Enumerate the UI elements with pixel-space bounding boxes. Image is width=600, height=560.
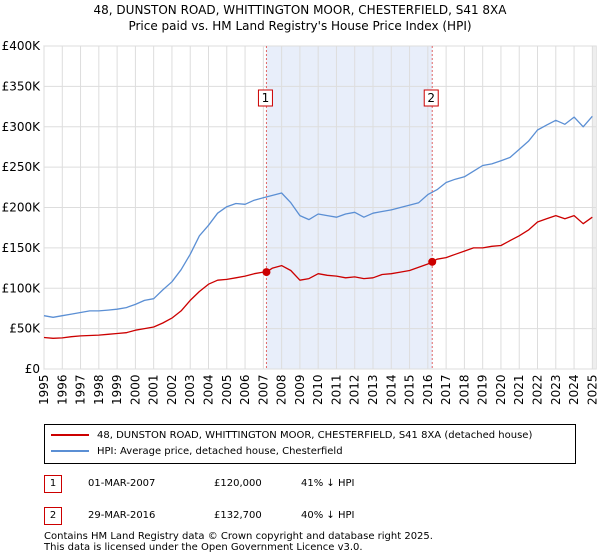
sale-date: 01-MAR-2007 xyxy=(88,478,156,489)
x-tick-label: 2021 xyxy=(512,374,526,405)
chart-legend: 48, DUNSTON ROAD, WHITTINGTON MOOR, CHES… xyxy=(44,424,576,464)
sale-hpi-diff: 41% ↓ HPI xyxy=(301,478,355,489)
y-tick-label: £200K xyxy=(2,201,42,215)
y-tick-label: £350K xyxy=(2,79,42,93)
sale-number-badge: 2 xyxy=(44,507,62,525)
price-chart: 48, DUNSTON ROAD, WHITTINGTON MOOR, CHES… xyxy=(2,3,600,405)
x-tick-label: 2013 xyxy=(366,374,380,405)
y-tick-label: £400K xyxy=(2,39,42,53)
sale-date: 29-MAR-2016 xyxy=(88,510,156,521)
y-tick-label: £100K xyxy=(2,281,42,295)
y-tick-label: £0 xyxy=(25,362,40,376)
x-tick-label: 2015 xyxy=(403,374,417,405)
x-tick-label: 2017 xyxy=(439,374,453,405)
sale-marker-label: 2 xyxy=(427,91,435,105)
x-tick-label: 2023 xyxy=(549,374,563,405)
sale-point xyxy=(262,268,271,277)
x-tick-label: 2022 xyxy=(531,374,545,405)
sale-number-badge: 1 xyxy=(44,475,62,493)
legend-swatch-hpi xyxy=(51,450,89,452)
sale-price: £120,000 xyxy=(214,478,262,489)
x-tick-label: 2009 xyxy=(293,374,307,405)
footer-line-copyright: Contains HM Land Registry data © Crown c… xyxy=(44,531,433,542)
x-tick-label: 2006 xyxy=(238,374,252,405)
x-tick-label: 2002 xyxy=(165,374,179,405)
x-tick-label: 1998 xyxy=(92,374,106,405)
x-tick-label: 2005 xyxy=(220,374,234,405)
x-tick-label: 2000 xyxy=(128,374,142,405)
x-tick-label: 2001 xyxy=(147,374,161,405)
x-tick-label: 2003 xyxy=(183,374,197,405)
footer-attribution: Contains HM Land Registry data © Crown c… xyxy=(44,531,433,553)
y-tick-label: £250K xyxy=(2,160,42,174)
x-tick-label: 2024 xyxy=(567,374,581,405)
sale-marker-label: 1 xyxy=(262,91,270,105)
x-tick-label: 1996 xyxy=(55,374,69,405)
sale-marker-box xyxy=(423,89,439,107)
sale-point xyxy=(428,257,437,266)
x-tick-label: 1999 xyxy=(110,374,124,405)
x-tick-label: 2010 xyxy=(311,374,325,405)
x-tick-label: 2008 xyxy=(275,374,289,405)
legend-label-property: 48, DUNSTON ROAD, WHITTINGTON MOOR, CHES… xyxy=(97,430,533,441)
x-tick-label: 2012 xyxy=(348,374,362,405)
legend-label-hpi: HPI: Average price, detached house, Ches… xyxy=(97,446,343,457)
sale-hpi-diff: 40% ↓ HPI xyxy=(301,510,355,521)
x-tick-label: 1995 xyxy=(37,374,51,405)
y-tick-label: £150K xyxy=(2,241,42,255)
legend-swatch-property xyxy=(51,434,89,436)
sale-marker-box xyxy=(257,89,273,107)
legend-entry-property: 48, DUNSTON ROAD, WHITTINGTON MOOR, CHES… xyxy=(51,428,532,444)
x-tick-label: 2016 xyxy=(421,374,435,405)
x-tick-label: 2011 xyxy=(329,374,343,405)
footer-line-licence: This data is licensed under the Open Gov… xyxy=(44,542,363,553)
chart-title: 48, DUNSTON ROAD, WHITTINGTON MOOR, CHES… xyxy=(94,3,508,17)
chart-subtitle: Price paid vs. HM Land Registry's House … xyxy=(128,19,471,33)
x-tick-label: 2014 xyxy=(384,374,398,405)
sale-price: £132,700 xyxy=(214,510,262,521)
x-tick-label: 2004 xyxy=(202,374,216,405)
y-tick-label: £300K xyxy=(2,120,42,134)
y-tick-label: £50K xyxy=(9,322,41,336)
x-tick-label: 2025 xyxy=(585,374,599,405)
series-line-property xyxy=(43,214,593,339)
x-tick-label: 2007 xyxy=(256,374,270,405)
x-tick-label: 2019 xyxy=(476,374,490,405)
x-tick-label: 2018 xyxy=(457,374,471,405)
legend-entry-hpi: HPI: Average price, detached house, Ches… xyxy=(51,444,343,460)
series-line-hpi xyxy=(43,115,593,318)
x-tick-label: 2020 xyxy=(494,374,508,405)
x-tick-label: 1997 xyxy=(74,374,88,405)
